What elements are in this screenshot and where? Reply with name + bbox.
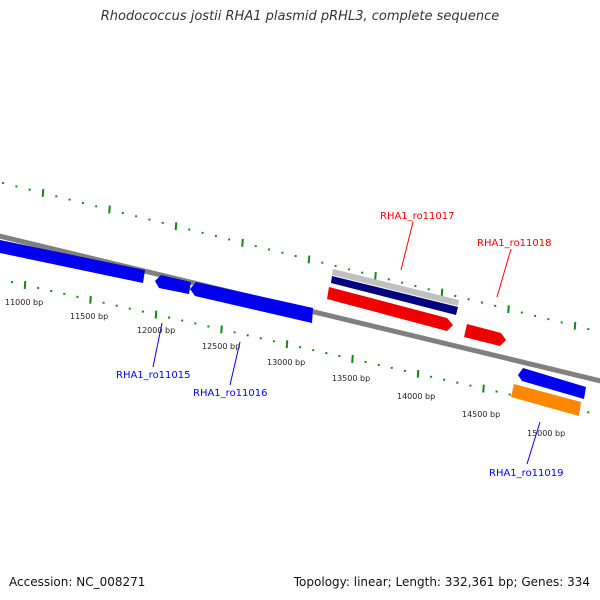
feature-RHA1_ro11018[interactable] (464, 324, 506, 346)
major-tick (89, 295, 92, 304)
feature-blue-1[interactable] (0, 240, 145, 283)
feature-orange[interactable] (511, 384, 581, 416)
feature-RHA1_ro11016[interactable] (190, 282, 313, 323)
major-tick (174, 222, 178, 231)
major-tick (23, 281, 27, 289)
major-tick (108, 205, 111, 214)
feature-label[interactable]: RHA1_ro11017 (380, 211, 455, 222)
tick-label: 13000 bp (267, 358, 305, 367)
major-tick (220, 325, 223, 334)
topology-text: Topology: linear; Length: 332,361 bp; Ge… (293, 575, 590, 589)
tick-label: 15000 bp (527, 429, 565, 438)
major-tick (374, 272, 377, 280)
major-tick (241, 238, 244, 247)
tick-label: 14500 bp (462, 410, 500, 419)
feature-label[interactable]: RHA1_ro11015 (116, 370, 191, 381)
tick-label: 12000 bp (137, 326, 175, 335)
major-tick (482, 384, 485, 393)
major-tick (154, 310, 158, 319)
feature-RHA1_ro11019[interactable] (518, 368, 586, 399)
map-title: Rhodococcus jostii RHA1 plasmid pRHL3, c… (100, 9, 500, 24)
major-tick (41, 189, 45, 197)
tick-label: 12500 bp (202, 342, 240, 351)
feature-RHA1_ro11017[interactable] (327, 287, 453, 331)
major-tick (307, 255, 311, 264)
major-tick (507, 305, 510, 314)
feature-navy-track (331, 276, 458, 315)
feature-label[interactable]: RHA1_ro11016 (193, 388, 268, 399)
tick-label: 14000 bp (397, 392, 435, 401)
tick-marks (2, 181, 590, 414)
feature-leaders (152, 221, 541, 465)
accession-text: Accession: NC_008271 (9, 575, 146, 589)
tick-label: 11500 bp (70, 312, 108, 321)
major-tick (573, 321, 577, 330)
major-tick (351, 355, 354, 363)
tick-label: 11000 bp (5, 298, 43, 307)
major-tick (440, 288, 444, 297)
feature-label[interactable]: RHA1_ro11019 (489, 468, 564, 479)
major-tick (416, 369, 420, 378)
major-tick (285, 340, 289, 349)
tick-label: 13500 bp (332, 374, 370, 383)
feature-RHA1_ro11015[interactable] (155, 275, 191, 294)
feature-gray-track (332, 269, 459, 306)
feature-label[interactable]: RHA1_ro11018 (477, 238, 552, 249)
